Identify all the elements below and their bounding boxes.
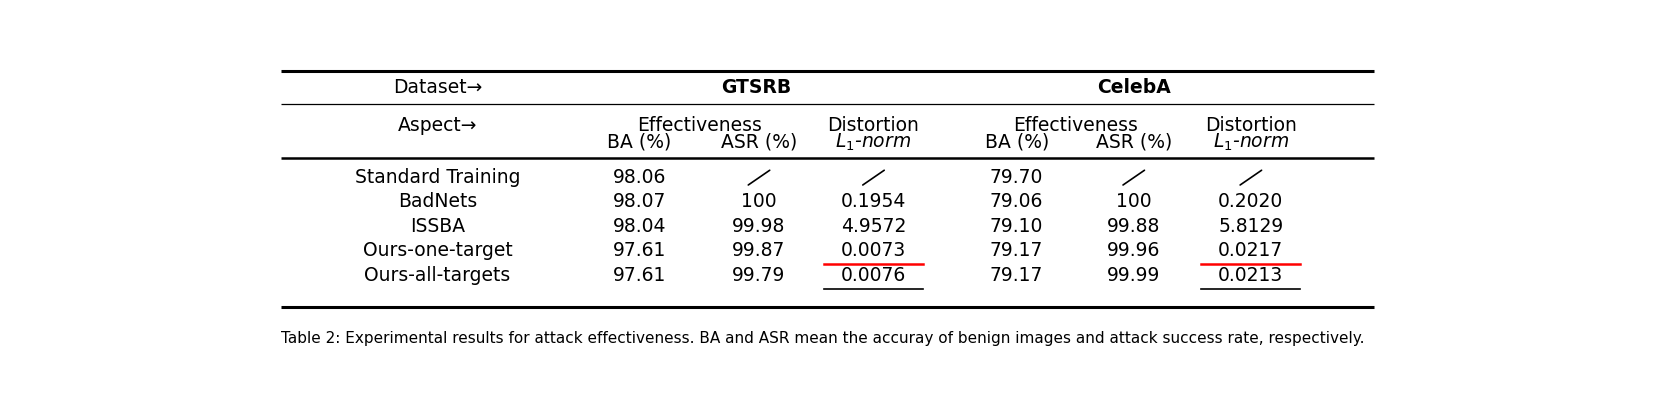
- Text: 98.04: 98.04: [613, 217, 667, 236]
- Text: 100: 100: [1117, 192, 1152, 211]
- Text: 4.9572: 4.9572: [841, 217, 907, 236]
- Text: 0.1954: 0.1954: [841, 192, 907, 211]
- Text: 0.0217: 0.0217: [1219, 241, 1283, 260]
- Text: 79.70: 79.70: [991, 168, 1043, 187]
- Text: 79.17: 79.17: [991, 266, 1043, 285]
- Text: Effectiveness: Effectiveness: [636, 116, 762, 135]
- Text: 5.8129: 5.8129: [1219, 217, 1283, 236]
- Text: BA (%): BA (%): [984, 133, 1049, 152]
- Text: 97.61: 97.61: [613, 241, 667, 260]
- Text: 99.98: 99.98: [732, 217, 786, 236]
- Text: Distortion: Distortion: [828, 116, 920, 135]
- Text: Dataset→: Dataset→: [393, 78, 482, 97]
- Text: CelebA: CelebA: [1096, 78, 1170, 97]
- Text: 0.2020: 0.2020: [1219, 192, 1283, 211]
- Text: Distortion: Distortion: [1206, 116, 1296, 135]
- Text: 98.06: 98.06: [613, 168, 667, 187]
- Text: Ours-one-target: Ours-one-target: [363, 241, 512, 260]
- Text: Effectiveness: Effectiveness: [1012, 116, 1138, 135]
- Text: 99.99: 99.99: [1106, 266, 1160, 285]
- Text: ASR (%): ASR (%): [720, 133, 798, 152]
- Text: 79.17: 79.17: [991, 241, 1043, 260]
- Text: 99.87: 99.87: [732, 241, 786, 260]
- Text: Table 2: Experimental results for attack effectiveness. BA and ASR mean the accu: Table 2: Experimental results for attack…: [282, 332, 1365, 347]
- Text: ISSBA: ISSBA: [410, 217, 465, 236]
- Text: Aspect→: Aspect→: [398, 116, 477, 135]
- Text: 100: 100: [740, 192, 777, 211]
- Text: 79.06: 79.06: [991, 192, 1043, 211]
- Text: 97.61: 97.61: [613, 266, 667, 285]
- Text: $L_1$-norm: $L_1$-norm: [836, 132, 912, 153]
- Text: BadNets: BadNets: [398, 192, 477, 211]
- Text: GTSRB: GTSRB: [722, 78, 791, 97]
- Text: 99.79: 99.79: [732, 266, 786, 285]
- Text: Ours-all-targets: Ours-all-targets: [364, 266, 510, 285]
- Text: 0.0076: 0.0076: [841, 266, 907, 285]
- Text: 98.07: 98.07: [613, 192, 667, 211]
- Text: ASR (%): ASR (%): [1096, 133, 1172, 152]
- Text: 0.0213: 0.0213: [1219, 266, 1283, 285]
- Text: 99.96: 99.96: [1106, 241, 1160, 260]
- Text: 79.10: 79.10: [991, 217, 1043, 236]
- Text: BA (%): BA (%): [608, 133, 672, 152]
- Text: Standard Training: Standard Training: [354, 168, 520, 187]
- Text: 0.0073: 0.0073: [841, 241, 907, 260]
- Text: $L_1$-norm: $L_1$-norm: [1212, 132, 1289, 153]
- Text: 99.88: 99.88: [1106, 217, 1160, 236]
